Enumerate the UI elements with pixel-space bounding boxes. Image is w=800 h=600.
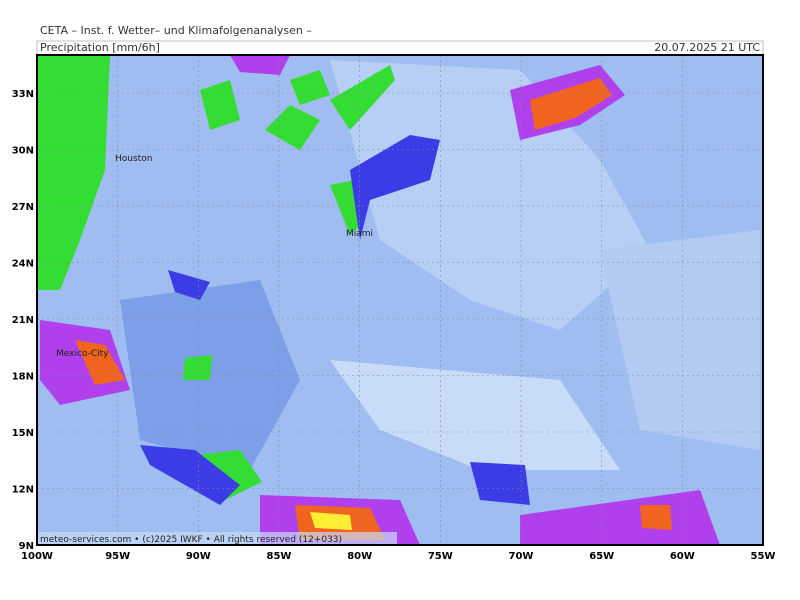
latitude-label: 30N (12, 146, 34, 157)
extreme-field (530, 78, 612, 130)
dry-land (330, 180, 360, 235)
longitude-label: 65W (589, 551, 614, 562)
city-label: Houston (115, 154, 152, 164)
latitude-label: 33N (12, 89, 34, 100)
dry-land (330, 65, 395, 130)
axis-labels: 9N 12N 15N 18N 21N 24N 27N 30N 33N 100W 95W 90W 85W 8… (12, 89, 776, 562)
heavy-field (140, 445, 240, 505)
longitude-label: 60W (670, 551, 695, 562)
graticule (37, 55, 763, 545)
longitude-label: 80W (347, 551, 372, 562)
dry-land (290, 70, 330, 105)
dry-land (200, 80, 240, 130)
heavy-field (168, 270, 210, 300)
heavy-field (470, 462, 530, 505)
latitude-label: 21N (12, 315, 34, 326)
latitude-label: 15N (12, 428, 34, 439)
city-label: Mexico-City (56, 349, 109, 359)
dry-land (37, 55, 110, 290)
longitude-label: 75W (428, 551, 453, 562)
latitude-label: 9N (19, 541, 34, 552)
valid-time: 20.07.2025 21 UTC (654, 41, 760, 54)
intense-field (230, 55, 290, 75)
credit-box (37, 532, 397, 545)
parameter-label: Precipitation [mm/6h] (40, 41, 160, 54)
intense-field (520, 490, 720, 545)
longitude-label: 95W (105, 551, 130, 562)
extreme-field (640, 505, 672, 530)
latitude-label: 24N (12, 259, 34, 270)
heavy-field (350, 135, 440, 240)
longitude-label: 55W (751, 551, 776, 562)
latitude-label: 18N (12, 372, 34, 383)
dry-land (183, 355, 212, 380)
credit: meteo-services.com • (c)2025 IWKF • All … (40, 535, 342, 545)
longitude-label: 90W (186, 551, 211, 562)
map-frame (36, 54, 764, 546)
latitude-label: 12N (12, 485, 34, 496)
longitude-label: 85W (267, 551, 292, 562)
source-title: CETA – Inst. f. Wetter– und Klimafolgena… (40, 24, 312, 37)
extreme-field (75, 340, 125, 385)
precip-field: meteo-services.com • (c)2025 IWKF • All … (37, 55, 763, 545)
longitude-label: 100W (21, 551, 53, 562)
peak-field (310, 512, 352, 530)
city-label: Miami (346, 229, 373, 239)
latitude-label: 27N (12, 202, 34, 213)
light-field (330, 360, 620, 470)
longitude-label: 70W (509, 551, 534, 562)
dry-land (195, 450, 262, 500)
light-field (600, 230, 760, 450)
